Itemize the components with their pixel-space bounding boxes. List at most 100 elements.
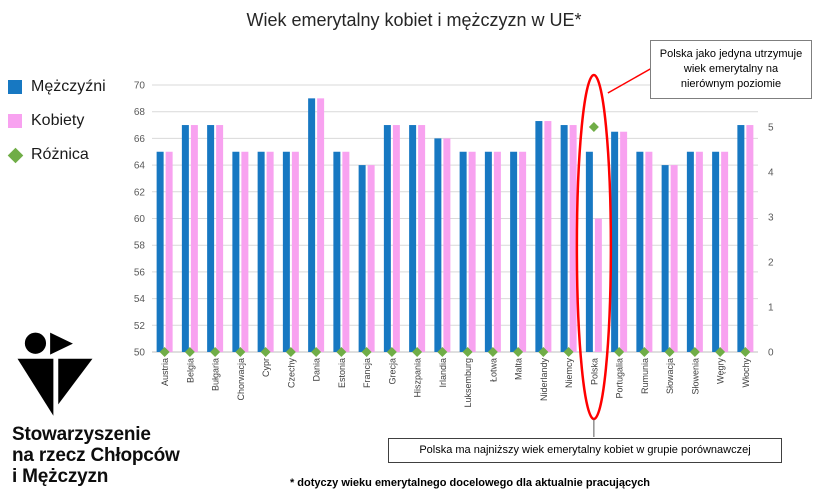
diamond-difference-Łotwa — [487, 347, 498, 357]
x-label-Dania: Dania — [312, 358, 322, 382]
x-label-Portugalia: Portugalia — [615, 358, 625, 399]
x-label-Malta: Malta — [514, 358, 524, 380]
diamond-difference-Czechy — [285, 347, 296, 357]
right-axis-tick-4: 4 — [768, 168, 774, 179]
x-label-Francja: Francja — [362, 358, 372, 388]
diamond-difference-Niderlandy — [538, 347, 549, 357]
diamond-difference-Irlandia — [437, 347, 448, 357]
bar-women-Polska — [594, 218, 602, 352]
bar-women-Irlandia — [443, 138, 451, 352]
right-axis-tick-5: 5 — [768, 123, 774, 134]
bar-men-Dania — [308, 98, 316, 352]
x-label-Węgry: Węgry — [716, 358, 726, 385]
diamond-difference-Belgia — [184, 347, 195, 357]
legend-item-men: Mężczyźni — [8, 78, 106, 96]
bar-men-Słowenia — [686, 151, 694, 352]
x-label-Austria: Austria — [160, 358, 170, 386]
bar-men-Luksemburg — [459, 151, 467, 352]
footnote: * dotyczy wieku emerytalnego docelowego … — [289, 477, 651, 489]
bar-men-Grecja — [383, 125, 391, 352]
association-name-line3: i Mężczyzn — [12, 466, 109, 487]
bar-women-Niemcy — [569, 125, 577, 352]
diamond-difference-Luksemburg — [462, 347, 473, 357]
bar-women-Francja — [367, 165, 375, 352]
left-axis-tick-58: 58 — [134, 241, 146, 252]
association-logo-icon — [17, 332, 93, 416]
bar-men-Polska — [585, 151, 593, 352]
legend-item-women: Kobiety — [8, 112, 106, 130]
diamond-difference-Węgry — [715, 347, 726, 357]
bar-men-Cypr — [257, 151, 265, 352]
bar-men-Austria — [156, 151, 164, 352]
bar-men-Francja — [358, 165, 366, 352]
diamond-difference-Hiszpania — [412, 347, 423, 357]
diamond-difference-Portugalia — [614, 347, 625, 357]
bar-men-Niemcy — [560, 125, 568, 352]
bar-men-Węgry — [712, 151, 720, 352]
diamond-difference-Dania — [311, 347, 322, 357]
bar-women-Węgry — [721, 151, 729, 352]
x-label-Chorwacja: Chorwacja — [236, 358, 246, 401]
bar-women-Chorwacja — [241, 151, 249, 352]
left-axis-tick-66: 66 — [134, 134, 146, 145]
x-label-Grecja: Grecja — [387, 358, 397, 385]
bar-women-Rumunia — [645, 151, 653, 352]
x-label-Polska: Polska — [589, 358, 599, 385]
bar-men-Hiszpania — [409, 125, 417, 352]
x-label-Estonia: Estonia — [337, 358, 347, 388]
x-label-Irlandia: Irlandia — [438, 358, 448, 388]
x-label-Słowacja: Słowacja — [665, 358, 675, 394]
callout-top-right: Polska jako jedyna utrzymuje wiek emeryt… — [650, 40, 812, 99]
x-label-Rumunia: Rumunia — [640, 358, 650, 394]
diamond-difference-Austria — [159, 347, 170, 357]
x-label-Czechy: Czechy — [286, 358, 296, 389]
women-swatch-icon — [8, 114, 22, 128]
diamond-difference-Niemcy — [563, 347, 574, 357]
x-label-Włochy: Włochy — [741, 358, 751, 388]
legend-label-women: Kobiety — [31, 112, 85, 129]
x-label-Niderlandy: Niderlandy — [539, 358, 549, 402]
bar-men-Portugalia — [611, 131, 619, 352]
right-axis-tick-2: 2 — [768, 258, 774, 269]
x-label-Hiszpania: Hiszpania — [413, 358, 423, 398]
x-label-Słowenia: Słowenia — [690, 358, 700, 395]
left-axis-tick-60: 60 — [134, 214, 146, 225]
bar-men-Estonia — [333, 151, 341, 352]
bar-women-Dania — [317, 98, 325, 352]
bar-women-Włochy — [746, 125, 754, 352]
men-swatch-icon — [8, 80, 22, 94]
left-axis-tick-50: 50 — [134, 348, 146, 359]
bar-women-Niderlandy — [544, 121, 552, 352]
association-name-line2: na rzecz Chłopców — [12, 445, 180, 466]
x-label-Cypr: Cypr — [261, 358, 271, 377]
diamond-difference-Włochy — [740, 347, 751, 357]
bar-men-Włochy — [737, 125, 745, 352]
bar-men-Łotwa — [484, 151, 492, 352]
diamond-difference-Malta — [513, 347, 524, 357]
legend-item-difference: Różnica — [7, 146, 106, 164]
bar-women-Cypr — [266, 151, 274, 352]
left-axis-tick-54: 54 — [134, 294, 146, 305]
legend: Mężczyźni Kobiety Różnica — [7, 78, 106, 180]
bar-men-Belgia — [181, 125, 189, 352]
diamond-difference-Grecja — [386, 347, 397, 357]
diamond-difference-Słowenia — [689, 347, 700, 357]
bar-women-Belgia — [190, 125, 198, 352]
left-axis-tick-68: 68 — [134, 107, 146, 118]
bar-men-Rumunia — [636, 151, 644, 352]
x-label-Łotwa: Łotwa — [488, 358, 498, 382]
diamond-difference-Cypr — [260, 347, 271, 357]
bar-men-Słowacja — [661, 165, 669, 352]
bar-women-Grecja — [392, 125, 400, 352]
diamond-difference-Chorwacja — [235, 347, 246, 357]
diamond-difference-Francja — [361, 347, 372, 357]
bar-women-Luksemburg — [468, 151, 476, 352]
chart-title: Wiek emerytalny kobiet i mężczyzn w UE* — [246, 10, 582, 30]
bar-men-Malta — [510, 151, 518, 352]
x-label-Niemcy: Niemcy — [564, 358, 574, 389]
bar-women-Portugalia — [620, 131, 628, 352]
bar-women-Słowacja — [670, 165, 678, 352]
bar-women-Czechy — [291, 151, 299, 352]
x-label-Belgia: Belgia — [185, 358, 195, 383]
